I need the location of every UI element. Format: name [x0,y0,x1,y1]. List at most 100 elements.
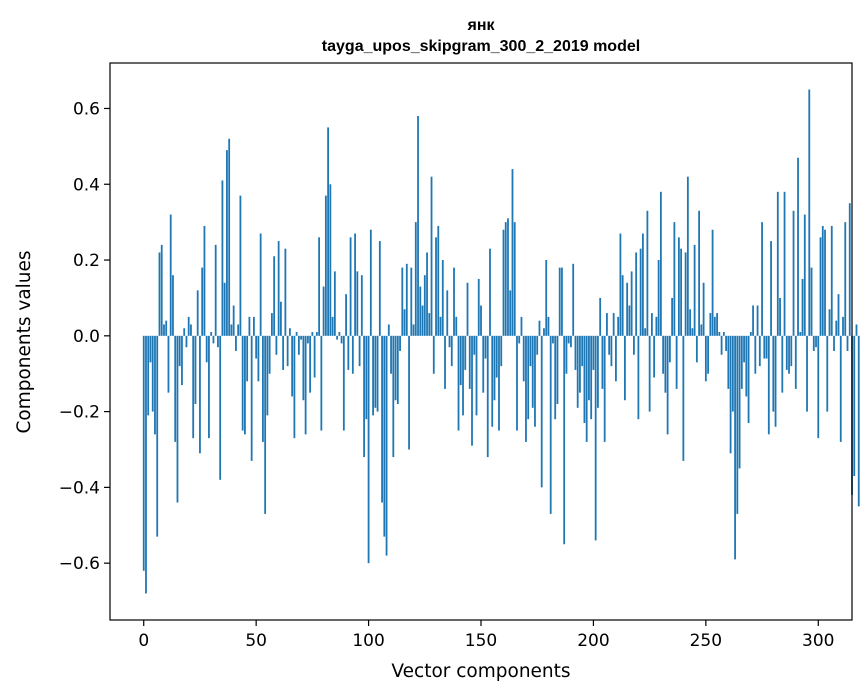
bar [826,335,829,412]
bar [471,335,473,446]
bar [149,335,152,363]
bar [693,244,696,336]
bar [284,248,287,336]
bar [174,335,177,442]
bar [381,335,383,503]
bar [621,275,624,336]
bar [477,278,480,336]
bar [201,267,204,336]
bar [635,252,638,336]
bar [203,225,206,336]
bar [630,271,633,336]
bar [318,237,321,336]
bar [376,335,379,412]
bar [664,335,667,393]
bar [466,282,469,336]
bar [255,335,258,359]
bar [734,335,736,560]
bar [563,335,566,545]
bar [192,335,195,439]
bar [842,316,844,336]
bar [603,335,606,442]
bar [142,335,145,571]
bar [830,225,833,336]
bar [806,335,808,412]
bar [178,335,181,367]
bar [644,328,647,336]
bar [273,256,276,336]
bar [383,335,386,537]
bar [812,335,815,351]
x-axis-ticks: 0 50 100 150 200 250 300 [138,620,834,651]
bar [156,335,159,537]
bar [758,335,761,367]
bar [176,335,179,503]
bar [246,335,249,382]
bar [441,260,444,336]
bar [154,335,156,435]
bar [437,225,440,336]
bar [327,127,329,336]
bar [473,335,476,355]
bar [365,335,368,420]
bar [302,335,305,401]
bar [190,324,192,336]
x-axis-label: Vector components [391,661,570,682]
bar [527,335,530,420]
bar [320,335,323,431]
bar [322,286,325,336]
bar [511,169,514,336]
bar [585,335,588,442]
bar [783,191,786,336]
bar [417,116,419,336]
bar [374,335,377,408]
bar [608,335,611,355]
bar [315,332,318,336]
bar [336,335,338,340]
bar [698,210,700,336]
bar [549,335,552,514]
bar [405,263,408,336]
bar [619,233,622,336]
chart-subtitle: tayga_upos_skipgram_300_2_2019 model [322,38,640,55]
bar [659,191,662,336]
bar [725,335,727,351]
bar [448,335,451,348]
y-tick-label: 0.6 [73,99,100,119]
bar [583,335,586,423]
bar [752,305,754,336]
bar [360,275,363,336]
bar [592,335,595,370]
bar [574,335,577,370]
bar [163,324,165,336]
bar [230,324,233,336]
bar [205,335,208,363]
plot-frame [109,62,853,621]
bar [525,335,527,442]
y-tick-label: −0.6 [59,554,100,574]
bar [774,335,777,427]
bar [403,309,406,336]
bar [221,180,224,336]
bar [264,335,267,514]
bar [194,335,197,405]
bar [545,260,548,336]
bar [536,335,539,355]
bar [340,335,343,344]
bar [277,241,280,336]
bar [709,313,712,336]
bar [639,248,642,336]
bar [394,335,397,401]
bar [534,335,536,427]
bar [430,176,433,336]
bar [401,267,404,336]
bar [776,191,779,336]
bar [788,335,790,374]
bar [691,328,694,336]
bar [235,335,237,351]
bar [682,335,685,461]
bar [482,335,485,393]
bar [468,335,471,389]
bar [313,335,316,378]
bar [464,335,467,370]
